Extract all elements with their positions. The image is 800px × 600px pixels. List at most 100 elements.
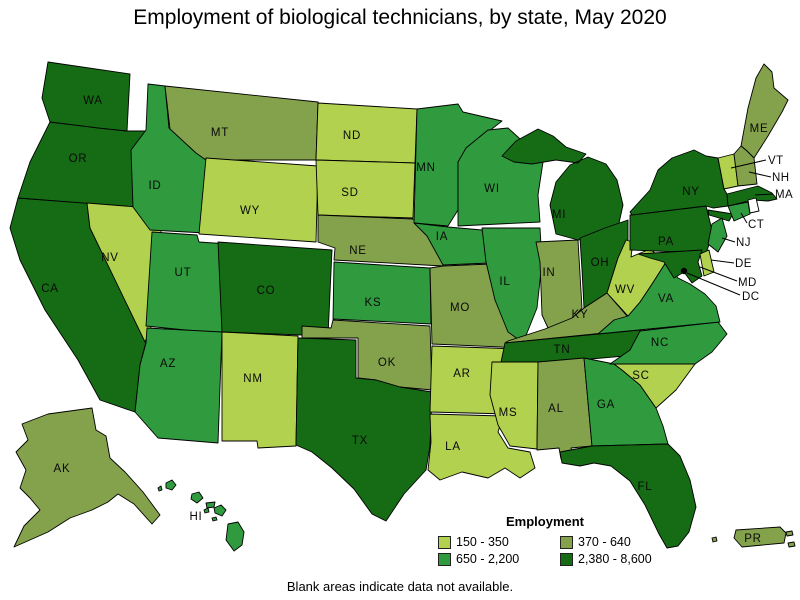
state-label-NJ: NJ	[736, 237, 751, 249]
state-label-KY: KY	[572, 309, 589, 321]
legend-item-1: 370 - 640	[560, 535, 673, 549]
legend-item-0: 150 - 350	[438, 535, 558, 549]
state-label-WV: WV	[615, 284, 635, 296]
state-WA[interactable]	[41, 61, 131, 132]
state-AZ[interactable]	[134, 327, 223, 444]
state-label-IA: IA	[436, 231, 448, 243]
state-TX[interactable]	[295, 337, 433, 522]
state-FL[interactable]	[559, 443, 697, 549]
legend-items: 150 - 350 370 - 640 650 - 2,200 2,380 - 8,6…	[438, 535, 673, 566]
state-label-OK: OK	[378, 357, 396, 369]
legend-label-3: 2,380 - 8,600	[578, 552, 652, 566]
legend-item-2: 650 - 2,200	[438, 552, 558, 566]
legend-swatch-2	[438, 552, 451, 566]
leader-line-MD	[699, 266, 738, 282]
state-label-MO: MO	[450, 302, 470, 314]
state-HI[interactable]	[157, 479, 245, 552]
state-label-NV: NV	[101, 252, 119, 264]
state-label-WY: WY	[240, 205, 260, 217]
state-label-PA: PA	[658, 236, 674, 248]
state-label-AZ: AZ	[160, 358, 176, 370]
leader-line-DE	[710, 259, 735, 264]
state-label-VA: VA	[658, 293, 674, 305]
state-label-NC: NC	[651, 337, 669, 349]
state-label-AR: AR	[453, 368, 471, 380]
state-label-SC: SC	[632, 370, 650, 382]
state-CT[interactable]	[727, 201, 751, 222]
legend-title: Employment	[505, 514, 584, 529]
state-PR[interactable]	[711, 526, 796, 548]
legend-swatch-3	[560, 552, 573, 566]
state-label-AL: AL	[548, 403, 564, 415]
state-UT[interactable]	[145, 231, 229, 335]
state-LA[interactable]	[427, 413, 536, 481]
state-label-MS: MS	[499, 407, 518, 419]
state-NC[interactable]	[609, 321, 728, 365]
state-label-OH: OH	[591, 257, 610, 269]
state-label-CA: CA	[41, 283, 59, 295]
state-AL[interactable]	[536, 357, 593, 460]
legend-item-3: 2,380 - 8,600	[560, 552, 673, 566]
state-label-MD: MD	[738, 277, 757, 289]
state-label-LA: LA	[445, 441, 461, 453]
footer-note: Blank areas indicate data not available.	[286, 579, 514, 594]
state-label-HI: HI	[189, 511, 202, 523]
state-label-TN: TN	[554, 344, 571, 356]
state-label-GA: GA	[597, 399, 615, 411]
state-label-PR: PR	[744, 533, 762, 545]
state-label-OR: OR	[69, 153, 88, 165]
state-label-MI: MI	[552, 209, 566, 221]
state-label-WI: WI	[484, 183, 500, 195]
state-label-NM: NM	[243, 373, 263, 385]
state-NJ[interactable]	[707, 217, 728, 253]
state-NH[interactable]	[733, 145, 758, 187]
leader-line-VT	[730, 159, 767, 169]
state-label-MT: MT	[211, 127, 229, 139]
state-label-ND: ND	[343, 130, 361, 142]
legend-swatch-0	[438, 535, 451, 549]
legend-swatch-1	[560, 535, 573, 549]
state-SD[interactable]	[315, 159, 416, 219]
leader-line-DC	[686, 272, 741, 296]
page-title: Employment of biological technicians, by…	[133, 6, 667, 29]
state-label-SD: SD	[341, 187, 359, 199]
leader-line-NJ	[721, 237, 736, 243]
state-WY[interactable]	[198, 157, 319, 243]
state-label-AK: AK	[54, 463, 71, 475]
state-label-ID: ID	[148, 180, 161, 192]
leader-line-NH	[748, 171, 772, 178]
state-label-CO: CO	[257, 285, 276, 297]
state-label-ME: ME	[750, 123, 769, 135]
state-label-VT: VT	[768, 155, 784, 167]
legend: Employment 150 - 350 370 - 640 650 - 2,200…	[438, 514, 673, 566]
legend-label-2: 650 - 2,200	[456, 552, 520, 566]
state-ME[interactable]	[740, 63, 789, 159]
state-label-TX: TX	[352, 435, 368, 447]
state-label-UT: UT	[175, 267, 192, 279]
leader-line-MA	[754, 193, 774, 196]
dc-marker-dot[interactable]	[680, 267, 688, 275]
state-DE[interactable]	[699, 249, 715, 277]
state-ND[interactable]	[315, 102, 418, 164]
state-label-NH: NH	[772, 172, 789, 184]
state-KS[interactable]	[332, 261, 432, 325]
state-label-IL: IL	[499, 276, 510, 288]
legend-label-1: 370 - 640	[578, 535, 631, 549]
state-label-WA: WA	[83, 95, 103, 107]
legend-label-0: 150 - 350	[456, 535, 509, 549]
state-AK[interactable]	[13, 407, 161, 548]
state-label-MA: MA	[775, 189, 793, 201]
state-label-DC: DC	[742, 291, 759, 303]
state-label-NE: NE	[349, 245, 367, 257]
state-label-DE: DE	[735, 258, 752, 270]
state-NM[interactable]	[221, 331, 299, 449]
state-label-MN: MN	[416, 162, 436, 174]
leader-line-CT	[740, 212, 748, 224]
state-label-KS: KS	[365, 297, 382, 309]
state-label-NY: NY	[682, 186, 700, 198]
state-label-IN: IN	[542, 267, 555, 279]
state-label-CT: CT	[748, 219, 764, 231]
state-label-FL: FL	[637, 481, 652, 493]
